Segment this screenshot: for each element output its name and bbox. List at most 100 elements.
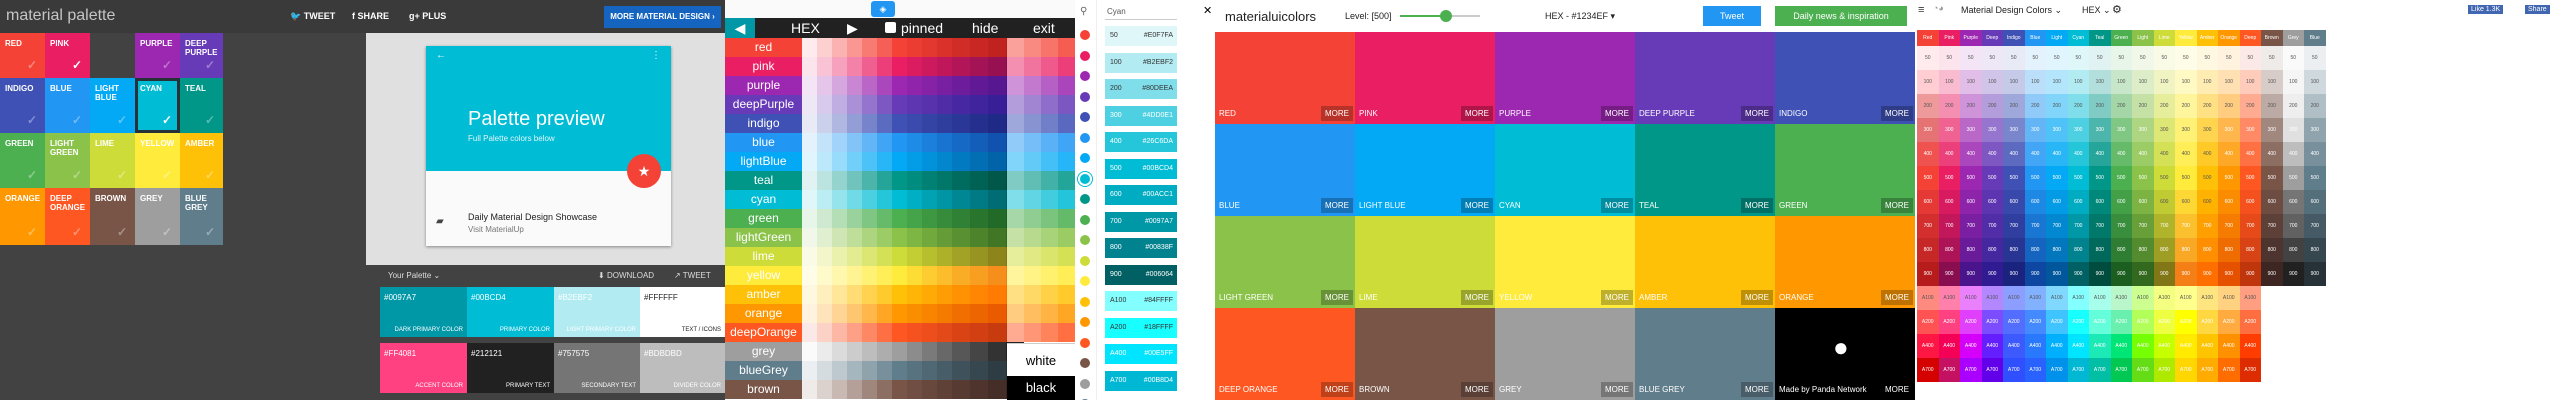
color-cell[interactable]: A200 — [1938, 310, 1960, 334]
accent-cell[interactable] — [1024, 228, 1041, 247]
color-cell[interactable]: 800 — [1938, 238, 1960, 262]
color-cell[interactable]: 100 — [2003, 70, 2025, 94]
color-row-deepOrange[interactable]: deepOrange — [725, 323, 802, 342]
shade-cell[interactable] — [847, 342, 862, 361]
more-button[interactable]: MORE — [1321, 290, 1353, 305]
color-cell[interactable]: 600 — [2024, 190, 2046, 214]
accent-cell[interactable] — [1024, 133, 1041, 152]
color-cell[interactable]: 700 — [2239, 214, 2261, 238]
color-cell[interactable]: 600 — [2304, 190, 2326, 214]
shade-cell[interactable] — [817, 171, 832, 190]
color-cell[interactable]: A400 — [2132, 334, 2154, 358]
color-cell[interactable]: 600 — [1981, 190, 2003, 214]
color-cell[interactable]: 400 — [2153, 142, 2175, 166]
color-cell[interactable]: A100 — [2110, 286, 2132, 310]
color-cell[interactable]: 800 — [1960, 238, 1982, 262]
color-cell[interactable]: A100 — [2132, 286, 2154, 310]
shade-cell[interactable] — [988, 57, 1006, 76]
shade-cell[interactable] — [862, 76, 877, 95]
color-cell[interactable]: 500 — [2304, 166, 2326, 190]
shade-cell[interactable] — [922, 266, 937, 285]
accent-cell[interactable] — [1041, 57, 1058, 76]
shade-cell[interactable] — [970, 247, 988, 266]
shade-cell[interactable] — [907, 380, 922, 399]
column-header-brown[interactable]: Brown — [2261, 30, 2283, 46]
color-cell[interactable]: 500 — [2067, 166, 2089, 190]
more-button[interactable]: MORE — [1321, 106, 1353, 121]
shade-cell[interactable] — [892, 95, 907, 114]
accent-cell[interactable] — [1058, 133, 1075, 152]
color-row-pink[interactable]: pink — [725, 57, 802, 76]
color-cell[interactable]: 900 — [2304, 262, 2326, 286]
color-cell[interactable]: A100 — [1981, 286, 2003, 310]
share-button[interactable]: Share — [2525, 5, 2550, 14]
shade-cell[interactable] — [847, 57, 862, 76]
color-cell[interactable]: 700 — [2067, 214, 2089, 238]
swatch-grey[interactable]: GREY ✓ — [135, 188, 180, 245]
accent-cell[interactable] — [1041, 190, 1058, 209]
color-cell[interactable]: 500 — [2153, 166, 2175, 190]
shade-cell[interactable] — [922, 247, 937, 266]
color-row-amber[interactable]: amber — [725, 285, 802, 304]
shade-cell[interactable] — [952, 76, 970, 95]
more-button[interactable]: MORE — [1461, 198, 1493, 213]
shade-cell[interactable] — [937, 38, 952, 57]
color-cell[interactable]: 200 — [2067, 94, 2089, 118]
shade-row-a400[interactable]: A400 #00E5FF — [1105, 344, 1177, 364]
shade-cell[interactable] — [937, 171, 952, 190]
accent-cell[interactable] — [1007, 323, 1024, 342]
color-cell[interactable]: 500 — [1960, 166, 1982, 190]
color-cell[interactable]: 50 — [2218, 46, 2240, 70]
column-header-green[interactable]: Green — [2110, 30, 2132, 46]
palette-select[interactable]: Material Design Colors ⌄ — [1961, 5, 2063, 15]
color-cell[interactable]: A200 — [1917, 310, 1939, 334]
more-button[interactable]: MORE — [1601, 106, 1633, 121]
swatch-orange[interactable]: ORANGE ✓ — [0, 188, 45, 245]
share-button[interactable]: f SHARE — [352, 11, 390, 21]
close-icon[interactable]: ✕ — [1203, 5, 1213, 17]
color-row-deepPurple[interactable]: deepPurple — [725, 95, 802, 114]
accent-cell[interactable] — [1024, 304, 1041, 323]
download-button[interactable]: ⬇ DOWNLOAD — [598, 271, 655, 280]
shade-cell[interactable] — [970, 95, 988, 114]
shade-cell[interactable] — [802, 38, 817, 57]
color-cell[interactable]: A200 — [2003, 310, 2025, 334]
shade-cell[interactable] — [988, 190, 1006, 209]
color-cell[interactable]: 900 — [2024, 262, 2046, 286]
shade-cell[interactable] — [847, 247, 862, 266]
shade-cell[interactable] — [892, 323, 907, 342]
color-cell[interactable]: A100 — [2046, 286, 2068, 310]
shade-cell[interactable] — [847, 38, 862, 57]
color-cell[interactable]: 800 — [1981, 238, 2003, 262]
color-cell[interactable]: 100 — [2132, 70, 2154, 94]
color-cell[interactable]: 900 — [1981, 262, 2003, 286]
color-dot[interactable] — [1080, 153, 1090, 163]
shade-row-50[interactable]: 50 #E0F7FA — [1105, 26, 1177, 46]
color-cell[interactable]: 300 — [2132, 118, 2154, 142]
accent-cell[interactable] — [1058, 76, 1075, 95]
color-cell[interactable]: A400 — [2153, 334, 2175, 358]
color-cell[interactable]: 50 — [2003, 46, 2025, 70]
color-cell[interactable]: 600 — [2003, 190, 2025, 214]
shade-cell[interactable] — [937, 133, 952, 152]
accent-cell[interactable] — [1058, 57, 1075, 76]
color-cell[interactable]: 100 — [2261, 70, 2283, 94]
shade-cell[interactable] — [862, 342, 877, 361]
shade-cell[interactable] — [952, 57, 970, 76]
color-cell[interactable]: 200 — [2196, 94, 2218, 118]
color-cell[interactable]: 300 — [2003, 118, 2025, 142]
color-cell[interactable]: 800 — [2046, 238, 2068, 262]
color-cell[interactable]: 200 — [2046, 94, 2068, 118]
column-header-amber[interactable]: Amber — [2196, 30, 2218, 46]
shade-cell[interactable] — [907, 342, 922, 361]
color-row-orange[interactable]: orange — [725, 304, 802, 323]
color-cell[interactable]: A700 — [2218, 358, 2240, 382]
shade-cell[interactable] — [907, 95, 922, 114]
shade-cell[interactable] — [922, 304, 937, 323]
swatch-amber[interactable]: AMBER ✓ — [180, 133, 223, 188]
shade-cell[interactable] — [937, 266, 952, 285]
shade-row-100[interactable]: 100 #B2EBF2 — [1105, 52, 1177, 73]
more-button[interactable]: MORE — [1461, 290, 1493, 305]
column-header-purple[interactable]: Purple — [1960, 30, 1982, 46]
shade-cell[interactable] — [862, 38, 877, 57]
